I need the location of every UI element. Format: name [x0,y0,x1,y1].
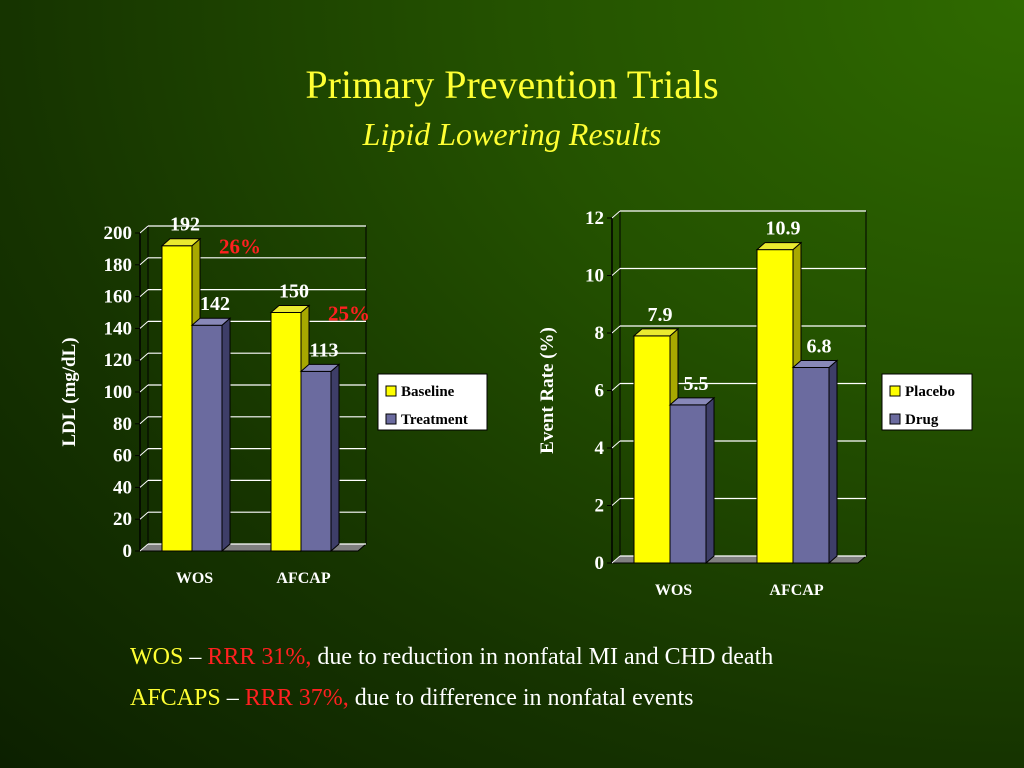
bar-drug-afcap [792,367,830,564]
data-label: 192 [170,214,200,236]
gridline-depth [139,225,149,234]
afcaps-result-text: due to difference in nonfatal events [348,685,694,711]
data-label: 7.9 [648,304,673,326]
bar-side-face [705,396,715,565]
bar-baseline-wos [161,245,193,552]
bar-baseline-afcap [270,312,302,552]
y-tick-label: 60 [113,446,132,467]
y-tick-label: 6 [595,381,605,402]
bar-side-face [828,359,838,565]
y-tick-label: 8 [595,323,605,344]
y-tick-label: 10 [585,266,604,287]
legend-label-drug: Drug [905,412,939,428]
gridline-depth [611,210,621,219]
slide-subtitle: Lipid Lowering Results [362,116,662,152]
bar-top-face [269,305,311,313]
data-label: 150 [279,281,309,303]
wos-dash: – [183,644,208,670]
gridline-depth [139,352,149,361]
y-tick-label: 20 [113,509,132,530]
bar-treatment-afcap [300,370,332,552]
reduction-annotation: 25% [328,302,370,326]
y-tick-label: 40 [113,477,132,498]
gridline-depth [611,498,621,506]
legend-swatch-baseline [385,385,397,397]
reduction-annotation: 26% [219,235,261,259]
slide-title: Primary Prevention Trials [305,62,719,107]
bar-treatment-wos [191,324,223,552]
wos-trial-name: WOS [130,644,184,670]
wos-rrr: RRR 31%, [207,644,312,670]
wos-result-text: due to reduction in nonfatal MI and CHD … [311,644,774,670]
legend-label-baseline: Baseline [401,384,455,400]
y-tick-label: 2 [595,496,605,517]
legend-label-treatment: Treatment [401,412,468,428]
bar-placebo-afcap [756,249,794,564]
gridline-depth [139,480,149,488]
data-label: 6.8 [807,336,832,358]
y-tick-label: 160 [104,287,133,308]
bar-top-face [632,328,680,337]
category-label-afcap: AFCAP [276,570,330,587]
gridline-depth [139,289,149,297]
gridline-depth [139,448,149,456]
category-label-wos: WOS [176,570,213,587]
data-label: 10.9 [766,218,801,240]
gridline-depth [611,325,621,334]
data-label: 5.5 [684,373,709,395]
afcaps-result-line: AFCAPS – RRR 37%, due to difference in n… [130,683,694,713]
afcaps-dash: – [220,685,245,711]
bar-top-face [160,238,202,247]
wos-result-line: WOS – RRR 31%, due to reduction in nonfa… [130,642,773,672]
y-tick-label: 0 [123,541,133,562]
gridline-depth [139,257,149,266]
gridline-depth [611,383,621,391]
category-label-afcap: AFCAP [769,582,823,599]
y-tick-label: 12 [585,208,604,229]
bar-top-face [190,317,232,326]
bar-top-face [791,360,839,368]
gridline-depth [611,555,621,564]
legend-label-placebo: Placebo [905,384,955,400]
gridline-depth [139,384,149,393]
legend-swatch-placebo [889,385,901,397]
legend-swatch-drug [889,413,901,425]
bar-top-face [755,242,803,251]
y-tick-label: 200 [104,223,133,244]
legend-swatch-treatment [385,413,397,425]
y-axis-label: LDL (mg/dL) [59,337,80,446]
y-axis-label: Event Rate (%) [537,327,558,454]
y-tick-label: 180 [104,255,133,276]
afcaps-rrr: RRR 37%, [244,685,349,711]
gridline-depth [139,416,149,425]
gridline-depth [611,440,621,449]
y-tick-label: 120 [104,350,133,371]
category-label-wos: WOS [655,582,692,599]
y-tick-label: 80 [113,414,132,435]
y-tick-label: 4 [595,438,605,459]
legend-box [881,373,973,431]
y-tick-label: 100 [104,382,133,403]
afcaps-trial-name: AFCAPS [130,685,221,711]
bar-placebo-wos [633,335,671,564]
bar-drug-wos [669,404,707,564]
bar-top-face [668,397,716,406]
y-tick-label: 0 [595,553,605,574]
data-label: 113 [310,339,339,361]
y-tick-label: 140 [104,318,133,339]
gridline-depth [139,321,149,329]
data-label: 142 [200,293,230,315]
gridline-depth [611,268,621,276]
bar-top-face [299,363,341,372]
gridline-depth [139,543,149,552]
gridline-depth [139,511,149,520]
